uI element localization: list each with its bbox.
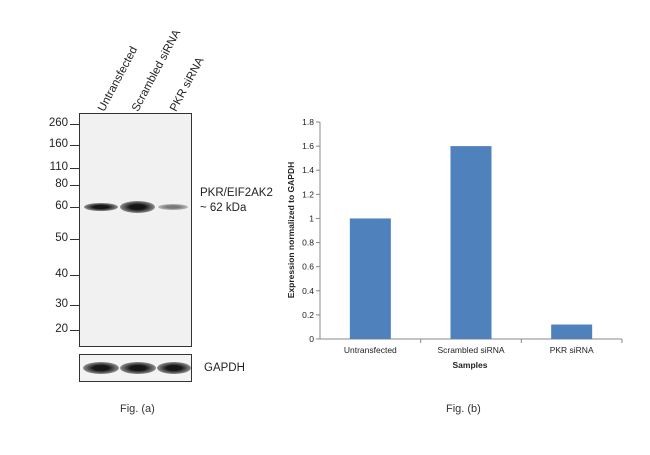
mw-marker-50: 50	[55, 232, 68, 244]
x-axis-label: Samples	[453, 360, 488, 370]
target-protein-label: PKR/EIF2AK2	[200, 187, 273, 199]
gapdh-label: GAPDH	[204, 362, 245, 374]
gapdh-band-untransfected	[83, 362, 119, 374]
mw-marker-40: 40	[55, 268, 68, 280]
mw-tick	[70, 145, 79, 146]
mw-tick	[70, 124, 79, 125]
y-tick-label: 0.6	[302, 262, 314, 272]
y-tick-label: 1	[309, 213, 314, 223]
mw-tick	[70, 168, 79, 169]
mw-tick	[70, 275, 79, 276]
figure-caption-b: Fig. (b)	[446, 403, 481, 415]
mw-tick	[70, 207, 79, 208]
y-axis-label: Expression normalized to GAPDH	[286, 162, 296, 299]
mw-marker-60: 60	[55, 200, 68, 212]
mw-marker-20: 20	[55, 323, 68, 335]
target-size-label: ~ 62 kDa	[200, 202, 247, 214]
bar	[349, 218, 391, 339]
mw-marker-30: 30	[55, 298, 68, 310]
band-untransfected	[84, 203, 118, 211]
bar	[450, 146, 492, 339]
bar	[551, 324, 593, 339]
blot-membrane-pkr	[79, 113, 192, 347]
mw-tick	[70, 239, 79, 240]
mw-tick	[70, 185, 79, 186]
y-tick-label: 0.4	[302, 286, 314, 296]
figure-caption-a: Fig. (a)	[120, 403, 155, 415]
band-pkr-sirna	[158, 204, 188, 210]
y-tick-label: 0	[309, 334, 314, 344]
band-scrambled-sirna	[120, 201, 155, 213]
gapdh-band-pkr-sirna	[157, 362, 191, 374]
y-tick-label: 0.2	[302, 310, 314, 320]
mw-marker-110: 110	[49, 161, 68, 173]
mw-tick	[70, 330, 79, 331]
mw-marker-80: 80	[55, 178, 68, 190]
mw-tick	[70, 305, 79, 306]
y-tick-label: 1.2	[302, 189, 314, 199]
x-tick-label: PKR siRNA	[550, 345, 594, 355]
x-tick-label: Untransfected	[344, 345, 397, 355]
y-tick-label: 0.8	[302, 238, 314, 248]
y-tick-label: 1.6	[302, 141, 314, 151]
x-tick-label: Scrambled siRNA	[437, 345, 504, 355]
y-tick-label: 1.8	[302, 117, 314, 127]
mw-marker-160: 160	[48, 138, 68, 150]
mw-marker-260: 260	[48, 117, 68, 129]
y-tick-label: 1.4	[302, 165, 314, 175]
blot-membrane-gapdh	[79, 354, 192, 382]
gapdh-band-scrambled-sirna	[120, 362, 156, 374]
